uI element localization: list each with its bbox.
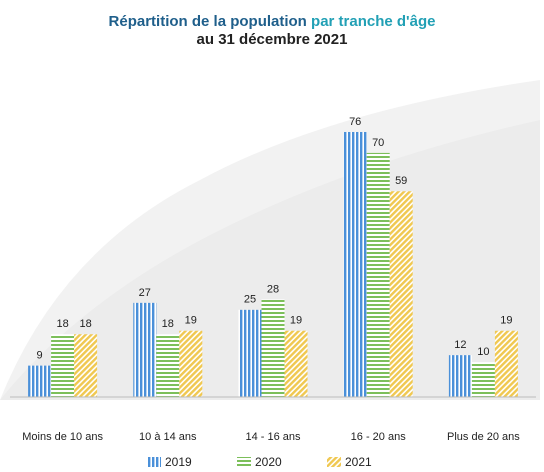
x-tick-label: 16 - 20 ans [351, 431, 407, 443]
value-label: 59 [395, 175, 407, 187]
value-label: 18 [79, 318, 91, 330]
legend-label: 2021 [345, 455, 372, 469]
x-tick-label: 14 - 16 ans [245, 431, 301, 443]
value-label: 18 [162, 318, 174, 330]
value-label: 27 [139, 287, 151, 299]
bar [284, 330, 308, 397]
legend-swatch [327, 457, 341, 467]
value-label: 19 [500, 315, 512, 327]
bar [133, 302, 157, 397]
value-label: 76 [349, 116, 361, 128]
bar [343, 131, 367, 397]
bar [156, 334, 180, 397]
legend-swatch [237, 457, 251, 467]
legend-swatch [147, 457, 161, 467]
value-label: 19 [185, 315, 197, 327]
legend-label: 2020 [255, 455, 282, 469]
bar [389, 191, 413, 397]
bar [179, 330, 203, 397]
bar [261, 299, 285, 397]
bar [366, 152, 390, 397]
chart-title: Répartition de la population par tranche… [109, 13, 436, 30]
title-part: par tranche d'âge [311, 13, 435, 30]
value-label: 12 [454, 339, 466, 351]
bar [74, 334, 98, 397]
legend-label: 2019 [165, 455, 192, 469]
value-label: 19 [290, 315, 302, 327]
value-label: 18 [56, 318, 68, 330]
bar [471, 362, 495, 397]
bar [448, 355, 472, 397]
value-label: 25 [244, 294, 256, 306]
x-tick-label: 10 à 14 ans [139, 431, 197, 443]
bar [51, 334, 75, 397]
title-part: Répartition de la population [109, 13, 307, 30]
value-label: 28 [267, 283, 279, 295]
chart-subtitle: au 31 décembre 2021 [197, 31, 348, 48]
value-label: 70 [372, 137, 384, 149]
x-tick-label: Plus de 20 ans [447, 431, 520, 443]
value-label: 9 [37, 350, 43, 362]
bar [28, 365, 52, 397]
bar [494, 330, 518, 397]
x-tick-label: Moins de 10 ans [22, 431, 103, 443]
bar [238, 309, 262, 397]
value-label: 10 [477, 346, 489, 358]
